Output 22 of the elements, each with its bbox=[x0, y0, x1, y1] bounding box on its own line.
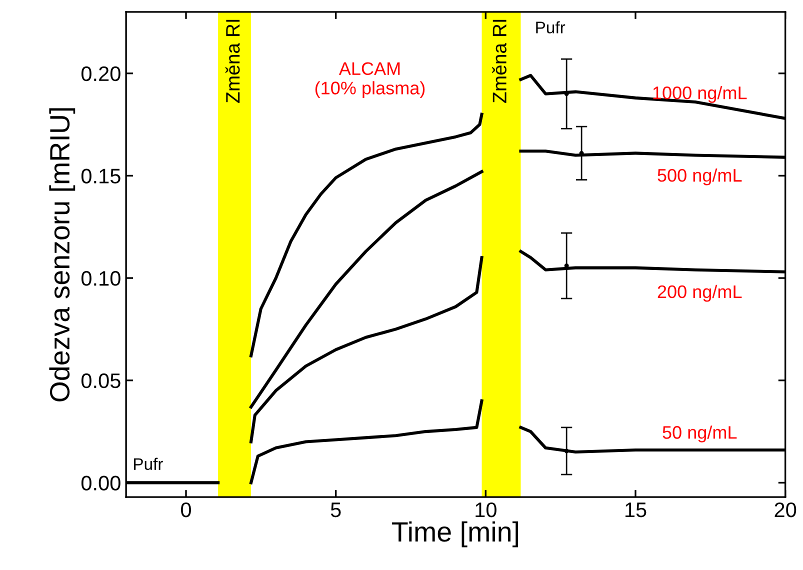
x-tick-label: 10 bbox=[476, 502, 496, 518]
y-axis-title: Odezva senzoru [mRIU] bbox=[49, 108, 76, 402]
y-tick-label: 0.20 bbox=[81, 66, 120, 82]
annotation: 500 ng/mL bbox=[658, 168, 742, 186]
x-axis-title: Time [min] bbox=[392, 521, 518, 548]
y-tick-label: 0.10 bbox=[81, 271, 120, 286]
x-tick-label: 0 bbox=[181, 502, 191, 518]
y-tick-label: 0.15 bbox=[81, 168, 120, 184]
x-tick-label: 15 bbox=[626, 502, 646, 518]
y-tick-label: 0.00 bbox=[81, 476, 120, 490]
point bbox=[564, 448, 569, 454]
y-tick-label: 0.05 bbox=[81, 373, 120, 388]
band-label: Změna RI bbox=[492, 20, 506, 103]
x-tick-label: 5 bbox=[330, 502, 341, 518]
annotation: 200 ng/mL bbox=[658, 284, 742, 302]
x-tick-label: 20 bbox=[774, 502, 796, 518]
annotation: ALCAM (10% plasma) bbox=[315, 62, 425, 98]
annotation: Pufr bbox=[134, 458, 163, 470]
band-label: Změna RI bbox=[225, 20, 240, 103]
annotation: 1000 ng/mL bbox=[653, 86, 747, 103]
annotation: 50 ng/mL bbox=[662, 426, 737, 442]
annotation: Pufr bbox=[536, 21, 566, 34]
